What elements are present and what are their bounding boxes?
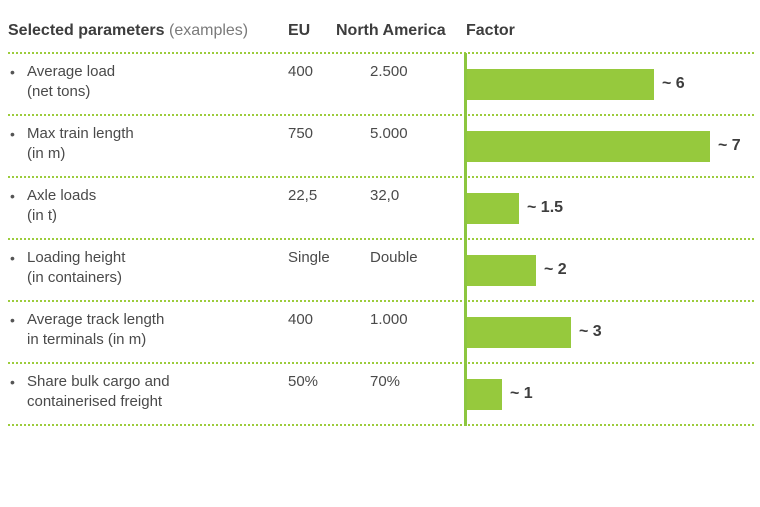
factor-data-label: ~ 6: [662, 75, 685, 92]
factor-data-label: ~ 7: [718, 137, 741, 154]
eu-value: 400: [288, 311, 314, 328]
separator-line: [8, 176, 754, 178]
param-header-title: Selected parameters: [8, 22, 165, 39]
parameter-line-2: (in t): [27, 207, 57, 224]
parameter-line-2: containerised freight: [27, 393, 163, 410]
separator-line: [8, 238, 754, 240]
factor-bar: [467, 131, 710, 162]
table-header: Selected parameters (examples) EU North …: [0, 22, 760, 44]
factor-data-label: ~ 2: [544, 261, 567, 278]
factor-bar: [467, 255, 536, 286]
parameter-label: Axle loads (in t): [27, 186, 277, 226]
parameter-label: Max train length (in m): [27, 124, 277, 164]
bullet-icon: •: [10, 64, 15, 80]
parameter-line-1: Axle loads: [27, 187, 97, 204]
separator-line: [8, 362, 754, 364]
table-row: • Axle loads (in t) 22,5 32,0: [0, 177, 760, 239]
factor-header: Factor: [466, 22, 515, 39]
na-value: 2.500: [370, 63, 408, 80]
eu-value: 22,5: [288, 187, 318, 204]
parameter-line-1: Max train length: [27, 125, 134, 142]
parameter-line-2: (in containers): [27, 269, 123, 286]
parameter-line-1: Average load: [27, 63, 116, 80]
eu-value: 750: [288, 125, 314, 142]
bullet-icon: •: [10, 250, 15, 266]
parameter-label: Average track length in terminals (in m): [27, 310, 277, 350]
na-value: Double: [370, 249, 418, 266]
parameter-line-1: Average track length: [27, 311, 165, 328]
na-value: 1.000: [370, 311, 408, 328]
eu-value: 50%: [288, 373, 319, 390]
factor-bar: [467, 193, 519, 224]
param-header-note: (examples): [168, 22, 249, 39]
separator-line: [8, 424, 754, 426]
bullet-icon: •: [10, 188, 15, 204]
separator-line: [8, 52, 754, 54]
na-value: 70%: [370, 373, 401, 390]
factor-axis-line: [464, 53, 467, 426]
eu-header: EU: [288, 22, 311, 39]
table-row: • Max train length (in m) 750 5.000: [0, 115, 760, 177]
parameter-line-1: Loading height: [27, 249, 126, 266]
eu-value: Single: [288, 249, 330, 266]
factor-data-label: ~ 3: [579, 323, 602, 340]
factor-bar: [467, 379, 502, 410]
param-header: Selected parameters (examples): [8, 22, 248, 40]
na-header: North America: [336, 22, 446, 39]
bullet-icon: •: [10, 374, 15, 390]
table-row: • Average load (net tons) 400 2.500: [0, 53, 760, 115]
na-value: 32,0: [370, 187, 400, 204]
parameter-line-2: (net tons): [27, 83, 91, 100]
factor-data-label: ~ 1: [510, 385, 533, 402]
table-row: • Share bulk cargo and containerised fre…: [0, 363, 760, 425]
parameter-line-2: in terminals (in m): [27, 331, 147, 348]
parameter-line-1: Share bulk cargo and: [27, 373, 170, 390]
na-value: 5.000: [370, 125, 408, 142]
parameter-line-2: (in m): [27, 145, 66, 162]
parameter-label: Loading height (in containers): [27, 248, 277, 288]
bullet-icon: •: [10, 126, 15, 142]
separator-line: [8, 300, 754, 302]
factor-data-label: ~ 1.5: [527, 199, 564, 216]
bullet-icon: •: [10, 312, 15, 328]
eu-value: 400: [288, 63, 314, 80]
factor-bar: [467, 317, 571, 348]
parameter-label: Share bulk cargo and containerised freig…: [27, 372, 277, 412]
table-row: • Loading height (in containers) Single …: [0, 239, 760, 301]
parameter-label: Average load (net tons): [27, 62, 277, 102]
factor-bar: [467, 69, 654, 100]
table-row: • Average track length in terminals (in …: [0, 301, 760, 363]
separator-line: [8, 114, 754, 116]
